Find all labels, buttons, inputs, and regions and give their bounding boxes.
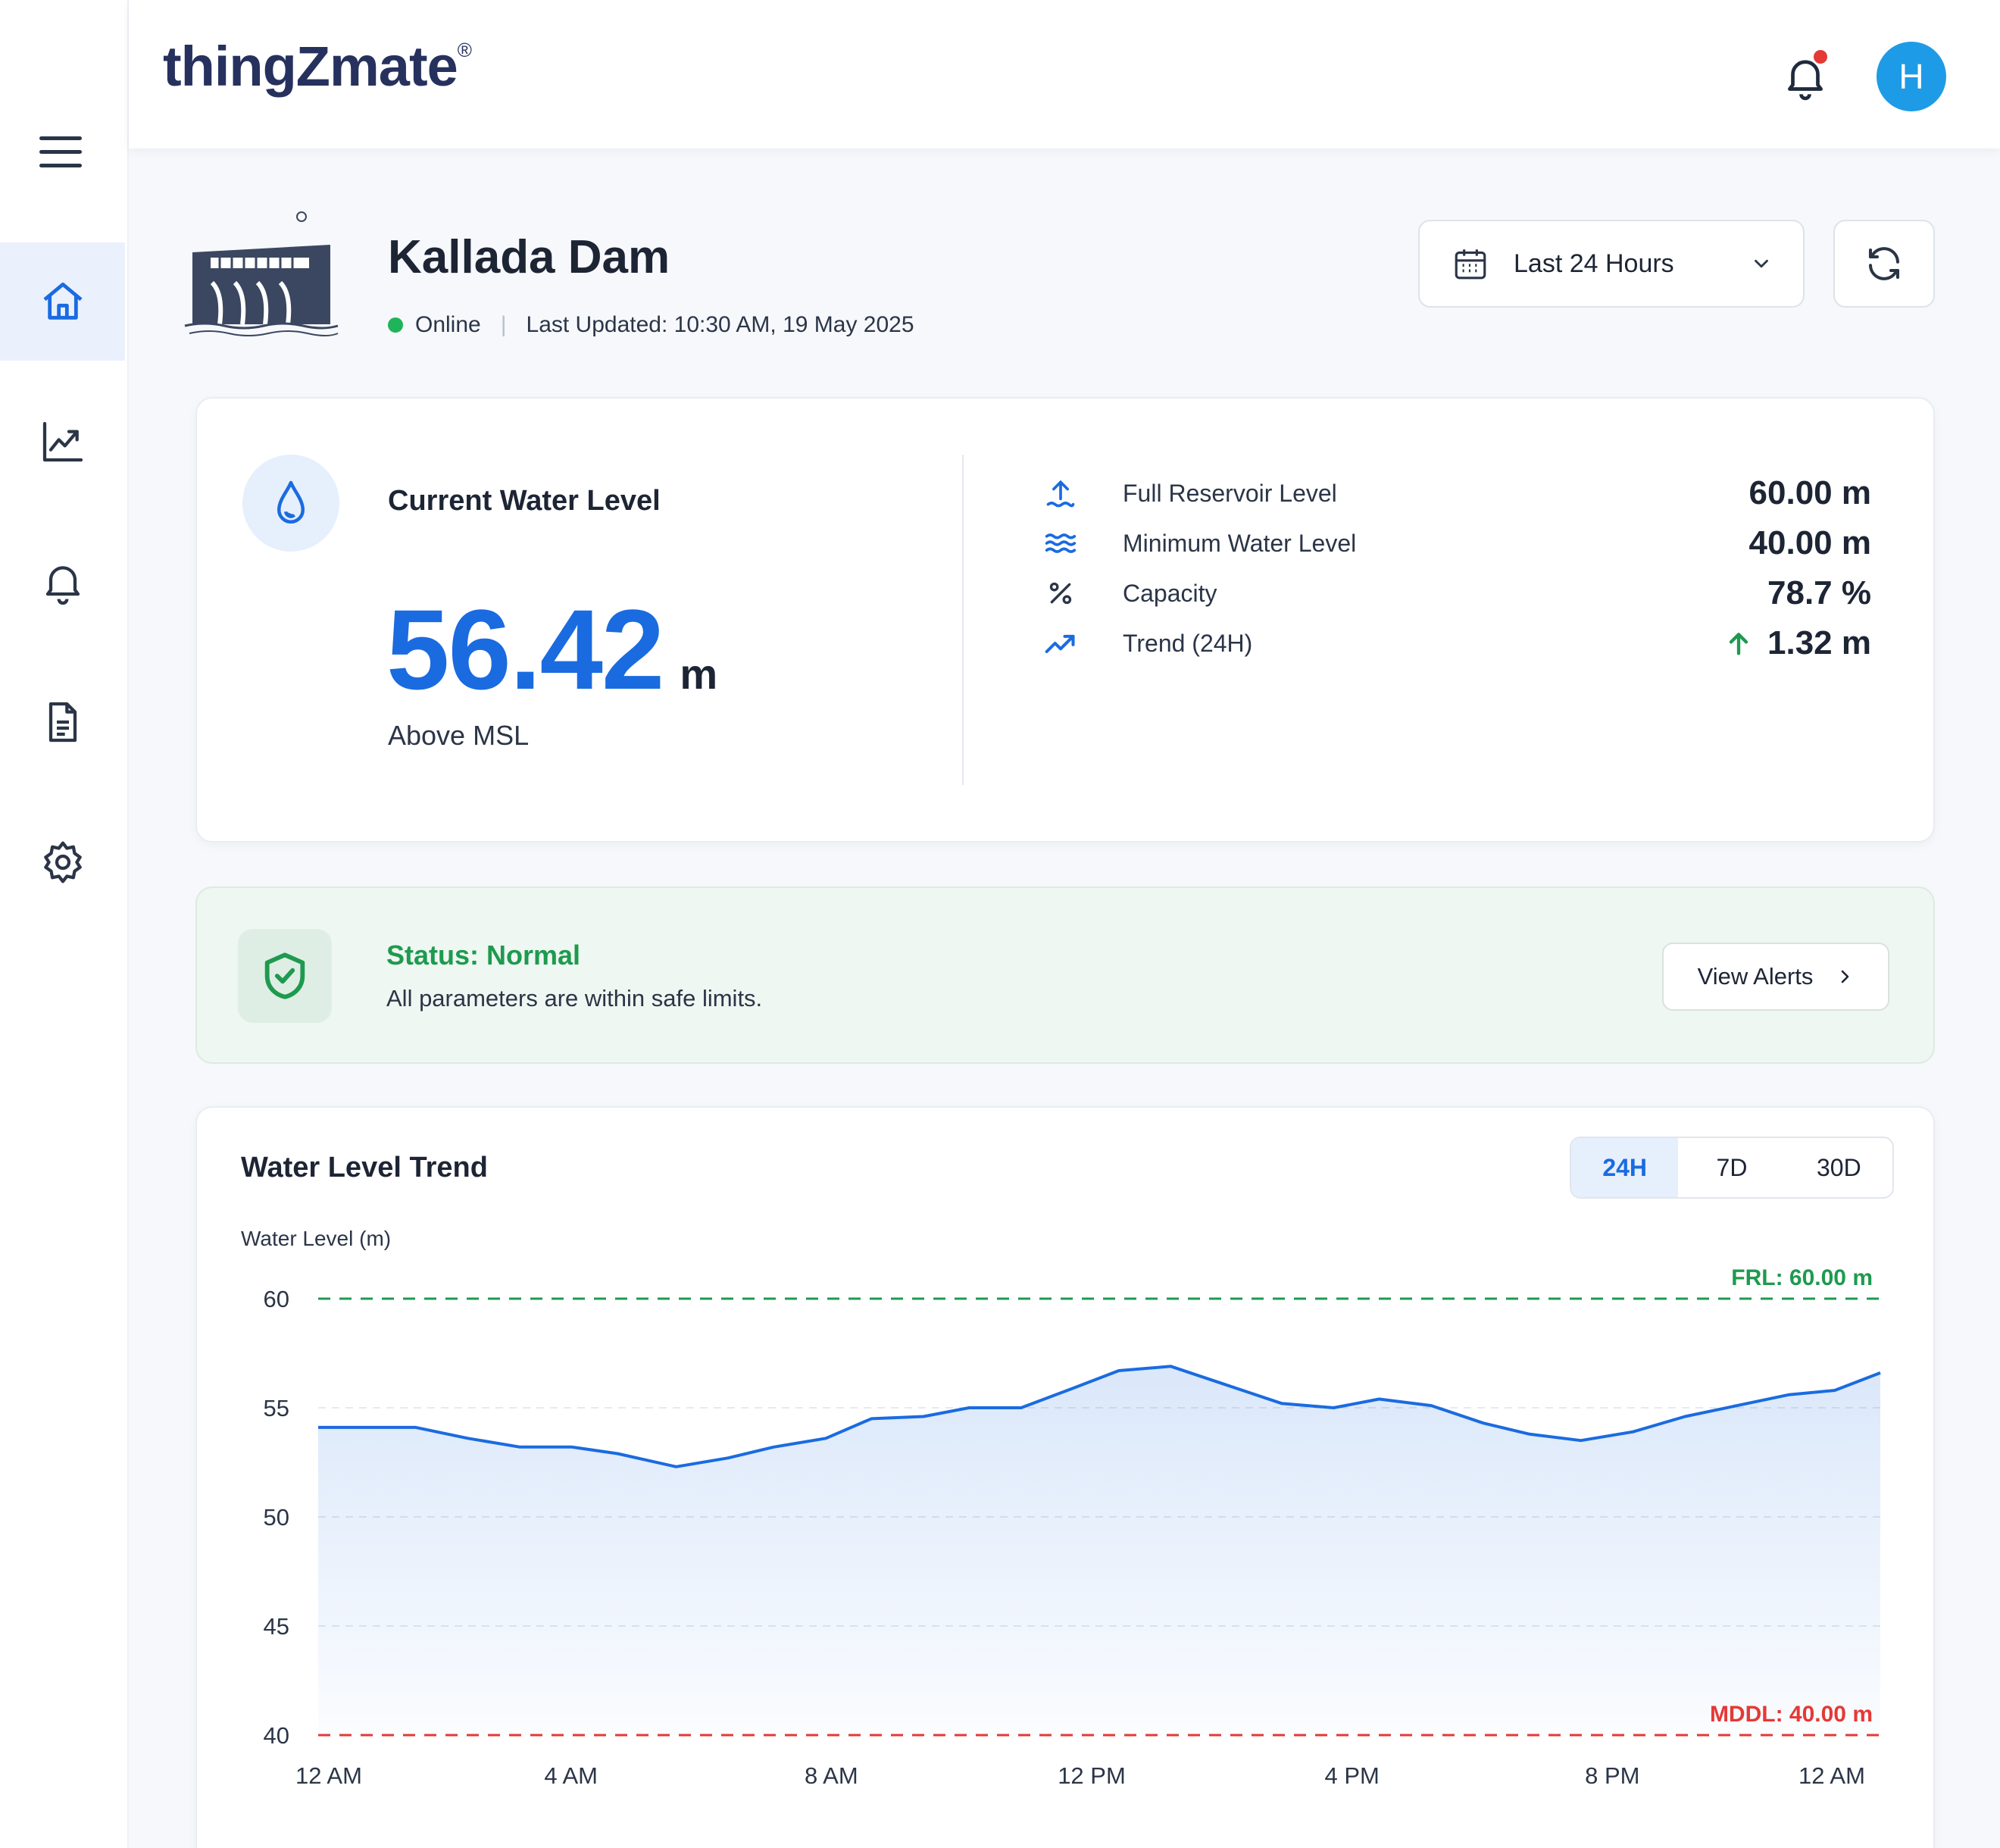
document-icon	[48, 702, 77, 743]
y-axis-label: Water Level (m)	[241, 1227, 391, 1250]
current-level-number: 56.42	[386, 586, 664, 713]
last-updated: Last Updated: 10:30 AM, 19 May 2025	[526, 312, 914, 337]
stat-value: 78.7 %	[1767, 574, 1871, 611]
stat-value: 40.00 m	[1748, 524, 1871, 561]
y-tick-label: 50	[264, 1504, 289, 1531]
status-description: All parameters are within safe limits.	[386, 985, 763, 1012]
gear-icon	[43, 841, 82, 883]
water-drop-badge	[242, 455, 339, 552]
stat-capacity: Capacity 78.7 %	[1038, 567, 1871, 620]
percent-icon	[1049, 582, 1072, 605]
tab-30d[interactable]: 30D	[1816, 1153, 1861, 1181]
refresh-button[interactable]	[1833, 220, 1935, 308]
dam-name: Kallada Dam	[388, 231, 670, 283]
top-header: thingZmate® H	[129, 0, 2000, 149]
chart-title: Water Level Trend	[241, 1152, 488, 1184]
stat-name: Minimum Water Level	[1123, 529, 1357, 557]
tab-24h[interactable]: 24H	[1571, 1138, 1679, 1197]
water-level-trend-card: Water Level Trend 24H 7D 30D Water Level…	[195, 1106, 1935, 1848]
sidebar	[0, 0, 129, 1848]
sidebar-item-home[interactable]	[0, 242, 125, 361]
card-divider	[962, 455, 964, 785]
stat-minimum-water-level: Minimum Water Level 40.00 m	[1038, 517, 1871, 570]
status-title: Status: Normal	[386, 940, 581, 971]
trend-up-icon	[1045, 634, 1075, 654]
x-tick-label: 12 AM	[1798, 1762, 1865, 1789]
home-icon	[42, 282, 83, 320]
arrow-up-green-icon	[1729, 633, 1748, 655]
dam-meta: Online | Last Updated: 10:30 AM, 19 May …	[388, 312, 914, 338]
sidebar-item-analytics[interactable]	[0, 383, 125, 501]
stat-name: Full Reservoir Level	[1123, 479, 1337, 507]
shield-badge	[238, 929, 332, 1023]
waves-icon	[1045, 533, 1077, 553]
view-alerts-label: View Alerts	[1697, 963, 1814, 990]
water-level-card: Current Water Level 56.42 m Above MSL Ful…	[195, 397, 1935, 843]
y-tick-label: 60	[264, 1286, 289, 1312]
shield-check-icon	[264, 952, 305, 999]
y-tick-label: 40	[264, 1722, 289, 1749]
stat-value: 1.32 m	[1767, 624, 1871, 661]
x-tick-label: 4 AM	[544, 1762, 598, 1789]
online-status: Online	[415, 312, 481, 337]
sidebar-item-alerts[interactable]	[0, 523, 125, 641]
y-tick-label: 55	[264, 1395, 289, 1421]
tab-7d[interactable]: 7D	[1716, 1153, 1748, 1181]
x-tick-label: 12 PM	[1058, 1762, 1126, 1789]
time-range-select[interactable]: Last 24 Hours	[1418, 220, 1805, 308]
notifications-button[interactable]	[1780, 50, 1830, 102]
reference-label: FRL: 60.00 m	[1731, 1265, 1873, 1290]
area-fill	[318, 1366, 1880, 1735]
notification-bell-icon	[1788, 60, 1823, 101]
current-level-reference: Above MSL	[388, 720, 530, 751]
stat-trend-24h: Trend (24H) 1.32 m	[1038, 617, 1871, 670]
water-level-chart: Water Level (m) 60 55 50 45 40 FRL: 60.00 m MDD…	[241, 1227, 1881, 1789]
online-indicator	[388, 317, 403, 333]
arrow-up-water-icon	[1046, 480, 1075, 508]
chevron-down-icon	[1755, 259, 1768, 268]
series-line	[318, 1365, 1881, 1468]
reference-label: MDDL: 40.00 m	[1710, 1702, 1873, 1727]
range-tabs: 24H 7D 30D	[1570, 1137, 1894, 1199]
status-card: Status: Normal All parameters are within…	[195, 886, 1935, 1064]
calendar-icon	[1455, 249, 1486, 280]
sidebar-item-reports[interactable]	[0, 663, 125, 781]
refresh-icon	[1868, 247, 1900, 280]
current-level-unit: m	[680, 650, 718, 698]
stat-trend-value: 1.32 m	[1723, 624, 1871, 662]
x-tick-label: 4 PM	[1324, 1762, 1379, 1789]
current-level-value: 56.42 m	[386, 584, 717, 715]
view-alerts-button[interactable]: View Alerts	[1662, 943, 1889, 1011]
stat-name: Trend (24H)	[1123, 629, 1253, 657]
stat-name: Capacity	[1123, 579, 1217, 607]
current-level-title: Current Water Level	[388, 485, 661, 517]
chart-icon	[42, 421, 83, 462]
x-tick-label: 8 AM	[805, 1762, 858, 1789]
sidebar-item-settings[interactable]	[0, 803, 125, 921]
y-tick-label: 45	[264, 1613, 289, 1640]
notification-badge	[1814, 50, 1827, 64]
x-tick-label: 12 AM	[295, 1762, 362, 1789]
stat-full-reservoir-level: Full Reservoir Level 60.00 m	[1038, 467, 1871, 520]
chevron-right-icon	[1842, 970, 1849, 983]
time-range-label: Last 24 Hours	[1514, 249, 1674, 278]
water-drop-icon	[277, 480, 305, 524]
user-avatar[interactable]: H	[1877, 42, 1946, 111]
meta-separator: |	[500, 312, 507, 337]
app-logo[interactable]: thingZmate®	[163, 35, 472, 98]
stat-value: 60.00 m	[1748, 474, 1871, 511]
menu-icon[interactable]	[39, 136, 82, 170]
bell-icon	[45, 566, 80, 605]
dam-illustration	[184, 211, 339, 336]
x-tick-label: 8 PM	[1585, 1762, 1639, 1789]
